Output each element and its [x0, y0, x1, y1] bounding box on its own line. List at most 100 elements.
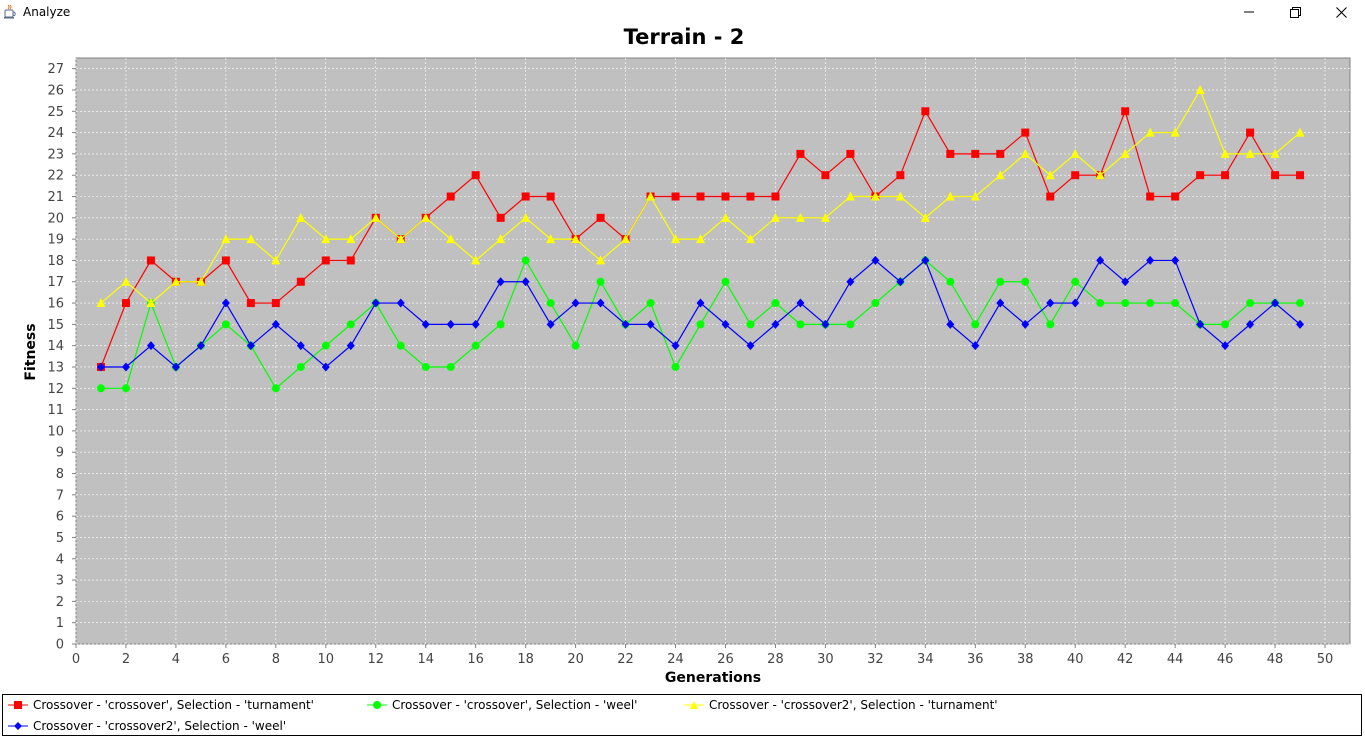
- data-point-diamond: [721, 319, 730, 329]
- x-tick-label: 24: [667, 652, 684, 667]
- x-tick-label: 10: [318, 652, 335, 667]
- data-point-triangle: [646, 191, 656, 201]
- data-point-circle: [796, 320, 805, 329]
- data-point-diamond: [596, 298, 605, 308]
- data-point-diamond: [896, 277, 905, 287]
- close-button[interactable]: [1318, 0, 1364, 24]
- data-point-triangle: [1295, 127, 1305, 137]
- y-tick-label: 13: [47, 360, 64, 375]
- restore-button[interactable]: [1272, 0, 1318, 24]
- data-point-circle: [1021, 277, 1030, 286]
- x-tick-label: 50: [1317, 652, 1334, 667]
- restore-icon: [1289, 6, 1301, 18]
- data-point-triangle: [221, 234, 231, 244]
- data-point-triangle: [621, 234, 631, 244]
- data-point-circle: [1221, 320, 1230, 329]
- data-point-circle: [446, 362, 455, 371]
- data-point-circle: [521, 256, 530, 265]
- data-point-square: [496, 213, 505, 222]
- legend-item-series-2: Crossover - 'crossover', Selection - 'we…: [366, 696, 637, 714]
- data-point-diamond: [771, 319, 780, 329]
- data-point-square: [1271, 171, 1280, 180]
- x-tick-label: 30: [817, 652, 834, 667]
- data-point-circle: [871, 299, 880, 308]
- data-point-square: [921, 107, 930, 116]
- x-tick-label: 4: [172, 652, 180, 667]
- data-point-diamond: [471, 319, 480, 329]
- data-point-circle: [421, 362, 430, 371]
- data-point-square: [721, 192, 730, 201]
- data-point-square: [1221, 171, 1230, 180]
- axes: 0123456789101112131415161718192021222324…: [47, 62, 1333, 667]
- data-point-square: [246, 299, 255, 308]
- y-tick-label: 3: [56, 574, 64, 589]
- data-point-square: [1046, 192, 1055, 201]
- data-point-square: [946, 149, 955, 158]
- data-point-square: [296, 277, 305, 286]
- data-point-triangle: [970, 191, 980, 201]
- data-point-square: [446, 192, 455, 201]
- data-point-triangle: [1045, 170, 1055, 180]
- y-tick-label: 26: [47, 83, 64, 98]
- legend-label: Crossover - 'crossover', Selection - 'we…: [392, 698, 638, 712]
- minimize-button[interactable]: [1226, 0, 1272, 24]
- data-point-diamond: [221, 298, 230, 308]
- x-tick-label: 44: [1167, 652, 1184, 667]
- data-point-square: [971, 149, 980, 158]
- data-point-circle: [946, 277, 955, 286]
- plot-area: [75, 57, 1351, 645]
- data-point-square: [271, 299, 280, 308]
- data-point-square: [221, 256, 230, 265]
- window-title: Analyze: [23, 5, 71, 19]
- y-tick-label: 2: [56, 595, 64, 610]
- y-tick-label: 1: [56, 616, 64, 631]
- data-point-triangle: [995, 170, 1005, 180]
- y-tick-label: 7: [56, 488, 64, 503]
- data-point-triangle: [596, 255, 606, 265]
- x-tick-label: 28: [767, 652, 784, 667]
- y-tick-label: 19: [47, 233, 64, 248]
- y-tick-label: 5: [56, 531, 64, 546]
- data-point-square: [846, 149, 855, 158]
- data-point-triangle: [1195, 84, 1205, 94]
- data-point-diamond: [396, 298, 405, 308]
- data-point-diamond: [421, 319, 430, 329]
- data-point-square: [471, 171, 480, 180]
- data-point-diamond: [1171, 255, 1180, 265]
- data-point-diamond: [871, 255, 880, 265]
- data-point-circle: [321, 341, 330, 350]
- data-point-square: [1296, 171, 1305, 180]
- data-point-diamond: [646, 319, 655, 329]
- legend-item-series-4: Crossover - 'crossover2', Selection - 'w…: [7, 717, 286, 735]
- y-tick-label: 11: [47, 403, 64, 418]
- y-tick-label: 8: [56, 467, 64, 482]
- x-tick-label: 2: [122, 652, 130, 667]
- data-point-circle: [971, 320, 980, 329]
- data-point-square: [746, 192, 755, 201]
- series-4: [96, 255, 1305, 372]
- data-point-square: [121, 299, 130, 308]
- y-tick-label: 6: [56, 510, 64, 525]
- data-point-diamond: [446, 319, 455, 329]
- data-point-triangle: [845, 191, 855, 201]
- data-point-circle: [571, 341, 580, 350]
- data-point-triangle: [1145, 127, 1155, 137]
- y-axis-label: Fitness: [23, 323, 39, 380]
- data-point-diamond: [821, 319, 830, 329]
- data-point-circle: [721, 277, 730, 286]
- data-point-triangle: [795, 212, 805, 222]
- data-point-triangle: [1270, 148, 1280, 158]
- data-point-diamond: [946, 319, 955, 329]
- data-point-diamond: [1296, 319, 1305, 329]
- data-point-diamond: [746, 341, 755, 351]
- data-point-triangle: [271, 255, 281, 265]
- data-point-square: [146, 256, 155, 265]
- data-point-circle: [221, 320, 230, 329]
- series-3: [96, 84, 1305, 308]
- data-point-diamond: [996, 298, 1005, 308]
- data-point-circle: [1246, 299, 1255, 308]
- x-tick-label: 6: [222, 652, 230, 667]
- data-point-circle: [546, 299, 555, 308]
- x-tick-label: 32: [867, 652, 884, 667]
- data-point-circle: [346, 320, 355, 329]
